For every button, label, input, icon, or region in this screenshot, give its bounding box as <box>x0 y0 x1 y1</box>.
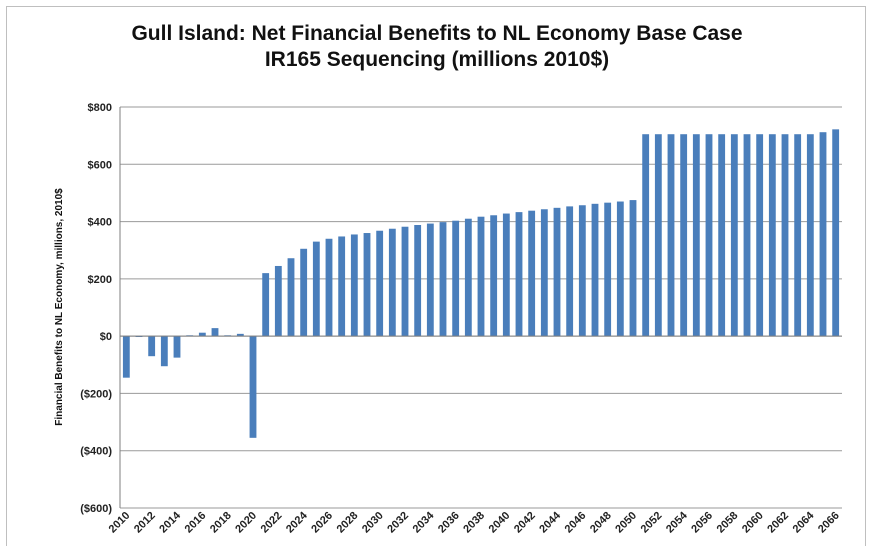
bar-2066 <box>832 129 840 337</box>
bar-2033 <box>414 225 422 337</box>
x-tick-label: 2046 <box>563 510 589 536</box>
bar-2035 <box>439 222 447 337</box>
x-tick-label: 2012 <box>132 510 158 536</box>
bar-2031 <box>388 228 396 337</box>
bar-2048 <box>604 202 612 337</box>
x-tick-label: 2014 <box>157 509 183 535</box>
x-tick-label: 2064 <box>791 509 817 535</box>
bar-2061 <box>768 134 776 337</box>
y-tick-label: $200 <box>88 274 112 286</box>
y-tick-label: $800 <box>88 102 112 114</box>
bar-2049 <box>616 201 624 337</box>
bar-2057 <box>718 134 726 337</box>
bar-2021 <box>262 273 270 337</box>
axes <box>119 107 842 508</box>
y-tick-label: ($600) <box>80 503 112 515</box>
bar-2024 <box>300 248 308 337</box>
x-tick-label: 2022 <box>259 510 285 536</box>
bar-2063 <box>794 134 802 337</box>
x-tick-label: 2066 <box>816 510 842 536</box>
bar-2046 <box>578 205 586 337</box>
bar-2039 <box>490 215 498 337</box>
bar-2053 <box>667 134 675 337</box>
bar-2013 <box>160 336 168 367</box>
bar-2010 <box>122 336 130 378</box>
x-tick-label: 2038 <box>461 510 487 536</box>
x-tick-label: 2028 <box>335 510 361 536</box>
x-tick-label: 2032 <box>385 510 411 536</box>
bar-2028 <box>350 234 358 337</box>
bar-2041 <box>515 212 523 337</box>
bar-2044 <box>553 207 561 337</box>
x-tick-label: 2030 <box>360 510 386 536</box>
bar-2038 <box>477 216 485 337</box>
chart-frame <box>6 6 866 546</box>
bar-2054 <box>680 134 688 337</box>
bar-2036 <box>452 220 460 337</box>
x-tick-label: 2044 <box>537 509 563 535</box>
y-tick-labels: $800 $600 $400 $200 $0 ($200) ($400) ($600) <box>80 102 112 515</box>
bar-2042 <box>528 210 536 337</box>
bar-2050 <box>629 200 637 337</box>
bar-2058 <box>730 134 738 337</box>
chart-title: Gull Island: Net Financial Benefits to N… <box>131 22 743 45</box>
bar-2056 <box>705 134 713 337</box>
bar-2065 <box>819 132 827 337</box>
bar-2059 <box>743 134 751 337</box>
bar-2016 <box>198 332 206 337</box>
x-tick-label: 2054 <box>664 509 690 535</box>
bar-2023 <box>287 258 295 337</box>
x-tick-label: 2040 <box>487 510 513 536</box>
bar-2034 <box>426 223 434 337</box>
bar-2037 <box>464 218 472 337</box>
bar-2043 <box>540 209 548 337</box>
bar-2030 <box>376 230 384 337</box>
bar-2017 <box>211 328 219 337</box>
chart-subtitle: IR165 Sequencing (millions 2010$) <box>264 48 610 71</box>
bar-2025 <box>312 241 320 337</box>
x-tick-labels: 2010 2012 2014 2016 2018 2020 2022 2024 2026 2028… <box>107 509 842 535</box>
bar-2022 <box>274 265 282 337</box>
y-tick-label: ($400) <box>80 446 112 458</box>
x-tick-label: 2062 <box>765 510 791 536</box>
bar-2055 <box>692 134 700 337</box>
bar-2032 <box>401 226 409 337</box>
bar-2027 <box>338 236 346 337</box>
x-tick-label: 2024 <box>284 509 310 535</box>
bar-2051 <box>642 134 650 337</box>
x-tick-label: 2020 <box>233 510 259 536</box>
x-tick-label: 2060 <box>740 510 766 536</box>
y-axis-label: Financial Benefits to NL Economy, millio… <box>54 188 65 426</box>
x-tick-label: 2050 <box>613 510 639 536</box>
bar-2012 <box>148 336 156 357</box>
y-tick-label: $0 <box>100 331 112 343</box>
x-tick-label: 2034 <box>411 509 437 535</box>
x-tick-label: 2048 <box>588 510 614 536</box>
x-tick-label: 2052 <box>639 510 665 536</box>
x-tick-label: 2016 <box>183 510 209 536</box>
bar-2064 <box>806 134 814 337</box>
bar-2062 <box>781 134 789 337</box>
bar-2014 <box>173 336 181 358</box>
bar-2052 <box>654 134 662 337</box>
y-tick-label: ($200) <box>80 388 112 400</box>
bar-2047 <box>591 203 599 337</box>
bar-2060 <box>756 134 764 337</box>
bar-2040 <box>502 213 510 337</box>
bar-2026 <box>325 238 333 337</box>
bar-2029 <box>363 233 371 337</box>
y-tick-label: $400 <box>88 217 112 229</box>
x-tick-label: 2036 <box>436 510 462 536</box>
bar-series <box>122 129 840 438</box>
bar-2045 <box>566 206 574 337</box>
x-tick-label: 2058 <box>715 510 741 536</box>
x-tick-label: 2018 <box>208 510 234 536</box>
bar-2020 <box>249 336 257 438</box>
x-tick-label: 2056 <box>689 510 715 536</box>
x-tick-label: 2026 <box>309 510 335 536</box>
y-tick-label: $600 <box>88 159 112 171</box>
x-tick-label: 2042 <box>512 510 538 536</box>
bar-2019 <box>236 333 244 337</box>
